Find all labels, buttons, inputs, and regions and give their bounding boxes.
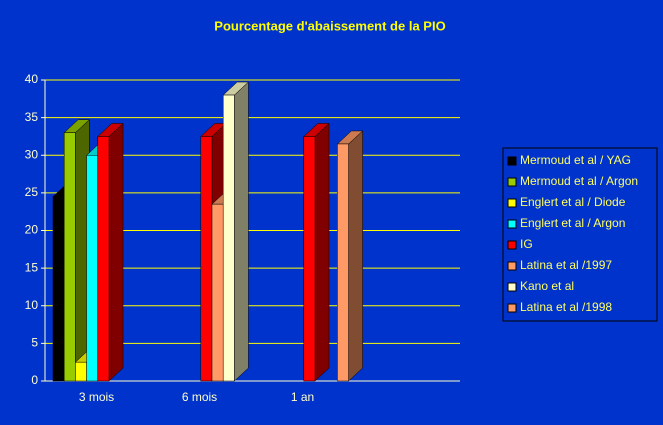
legend-swatch xyxy=(507,303,517,313)
legend-label: Englert et al / Argon xyxy=(520,216,625,230)
bar xyxy=(336,130,364,382)
chart-title: Pourcentage d'abaissement de la PIO xyxy=(214,18,445,33)
x-tick-label: 3 mois xyxy=(79,390,114,404)
bar-front xyxy=(63,132,76,382)
legend-swatch xyxy=(507,219,517,229)
bar-side xyxy=(348,130,363,382)
legend-swatch xyxy=(507,240,517,250)
legend-label: Kano et al xyxy=(520,279,574,293)
bar-front xyxy=(75,361,87,382)
bar xyxy=(303,122,330,382)
bar-front xyxy=(211,203,224,382)
bar-front xyxy=(86,155,99,382)
legend-label: Englert et al / Diode xyxy=(520,195,626,209)
legend-box xyxy=(502,147,658,322)
x-tick-label: 1 an xyxy=(291,390,314,404)
bar-side xyxy=(234,81,249,382)
bar-front xyxy=(200,136,213,382)
legend-label: Mermoud et al / Argon xyxy=(520,174,638,188)
y-tick-label: 30 xyxy=(25,147,39,161)
bar-front xyxy=(52,196,65,382)
bar-front xyxy=(337,143,349,382)
y-tick-label: 0 xyxy=(31,373,38,387)
y-tick-label: 15 xyxy=(25,260,39,274)
y-tick-label: 10 xyxy=(25,298,39,312)
bar-front xyxy=(97,136,110,382)
bar-side xyxy=(314,122,330,382)
legend-swatch xyxy=(507,282,517,292)
y-tick-label: 40 xyxy=(25,72,39,86)
bar-front xyxy=(222,94,235,382)
y-tick-label: 5 xyxy=(31,336,38,350)
bar-front xyxy=(303,136,316,382)
x-tick-label: 6 mois xyxy=(182,390,217,404)
legend-label: Latina et al /1998 xyxy=(520,300,612,314)
y-tick-label: 20 xyxy=(25,223,39,237)
bar-side xyxy=(108,122,124,382)
bar xyxy=(222,81,250,382)
legend-label: IG xyxy=(520,237,533,251)
legend-swatch xyxy=(507,177,517,187)
bar xyxy=(63,119,91,382)
legend-swatch xyxy=(507,261,517,271)
legend-swatch xyxy=(507,198,517,208)
legend-label: Latina et al /1997 xyxy=(520,258,612,272)
legend-label: Mermoud et al / YAG xyxy=(520,153,631,167)
y-tick-label: 35 xyxy=(25,110,39,124)
y-tick-label: 25 xyxy=(25,185,39,199)
legend-swatch xyxy=(507,156,517,166)
bar xyxy=(97,122,124,382)
